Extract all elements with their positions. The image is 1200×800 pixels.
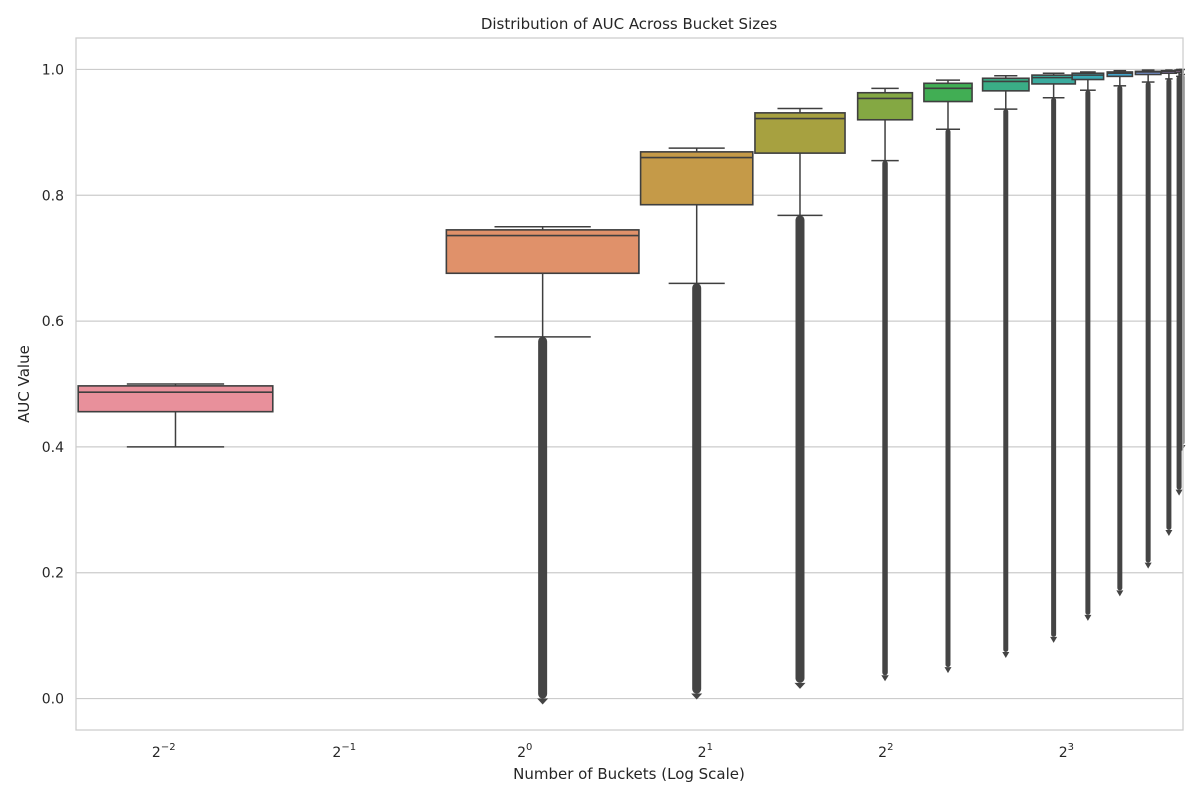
x-tick-label: 2−1 [332, 742, 356, 761]
x-tick-base: 2 [1059, 745, 1068, 761]
box-2 [445, 225, 640, 705]
box-3 [639, 147, 754, 700]
outlier-marker [1002, 651, 1010, 658]
outlier-marker [881, 675, 889, 682]
y-tick-label: 1.0 [42, 62, 64, 78]
box-1 [77, 383, 274, 448]
iqr-box [77, 385, 274, 413]
outlier-band [692, 283, 702, 694]
outlier-band [538, 336, 548, 699]
iqr-box [981, 77, 1030, 92]
outlier-band [945, 129, 951, 668]
x-tick-exponent: −1 [341, 742, 356, 753]
x-tick-base: 2 [517, 745, 526, 761]
outlier-band [1051, 97, 1057, 637]
x-tick-base: 2 [332, 745, 341, 761]
x-tick-base: 2 [878, 745, 887, 761]
box-5 [856, 87, 914, 682]
iqr-box [1071, 72, 1105, 81]
iqr-box [923, 82, 973, 103]
outlier-marker [1144, 562, 1152, 569]
x-tick-exponent: 1 [707, 742, 713, 753]
box-9 [1071, 71, 1105, 621]
outlier-marker [1084, 614, 1092, 621]
x-tick-label: 23 [1059, 742, 1074, 761]
y-axis-ticks: 0.0 0.2 0.4 0.6 0.8 1.0 [42, 62, 64, 707]
chart-title: Distribution of AUC Across Bucket Sizes [481, 15, 778, 33]
y-tick-label: 0.2 [42, 566, 64, 582]
x-tick-label: 22 [878, 742, 893, 761]
plot-area [77, 68, 1186, 705]
box-6 [923, 79, 973, 674]
outlier-band [795, 215, 805, 683]
outlier-marker [1175, 489, 1183, 496]
x-axis-label: Number of Buckets (Log Scale) [513, 765, 745, 783]
outlier-marker [794, 682, 806, 689]
outlier-marker [1165, 529, 1173, 536]
iqr-box [754, 112, 846, 154]
x-tick-exponent: 3 [1068, 742, 1074, 753]
axes-frame [75, 37, 1184, 731]
outlier-marker [537, 698, 549, 705]
box-4 [754, 107, 846, 689]
outlier-band [1085, 90, 1091, 615]
x-axis-ticks: 2−2 2−1 20 21 22 23 [152, 742, 1074, 761]
y-tick-label: 0.0 [42, 692, 64, 708]
x-tick-base: 2 [152, 745, 161, 761]
box-10 [1106, 69, 1134, 597]
outlier-marker [1178, 445, 1186, 452]
x-tick-label: 20 [517, 742, 532, 761]
outlier-band [1003, 109, 1009, 652]
x-tick-base: 2 [698, 745, 707, 761]
x-tick-label: 2−2 [152, 742, 176, 761]
iqr-box [1106, 71, 1134, 78]
x-tick-exponent: 2 [887, 742, 893, 753]
gridlines [76, 68, 1183, 700]
outlier-band [1179, 74, 1185, 446]
outlier-band [1166, 78, 1172, 530]
outlier-marker [944, 667, 952, 674]
x-tick-label: 21 [698, 742, 713, 761]
iqr-box [1031, 74, 1077, 85]
x-tick-exponent: 0 [526, 742, 532, 753]
outlier-marker [1116, 590, 1124, 597]
x-tick-exponent: −2 [161, 742, 176, 753]
y-axis-label: AUC Value [15, 345, 33, 423]
iqr-box [445, 229, 640, 275]
iqr-box [856, 91, 914, 121]
outlier-band [882, 160, 888, 676]
iqr-box [639, 151, 754, 206]
y-tick-label: 0.4 [42, 440, 64, 456]
y-tick-label: 0.6 [42, 314, 64, 330]
box-8 [1031, 72, 1077, 643]
outlier-band [1145, 82, 1151, 563]
outlier-marker [1050, 636, 1058, 643]
y-tick-label: 0.8 [42, 188, 64, 204]
outlier-marker [691, 693, 703, 700]
box-14 [1178, 68, 1186, 452]
outlier-band [1117, 85, 1123, 591]
box-7 [981, 74, 1030, 658]
